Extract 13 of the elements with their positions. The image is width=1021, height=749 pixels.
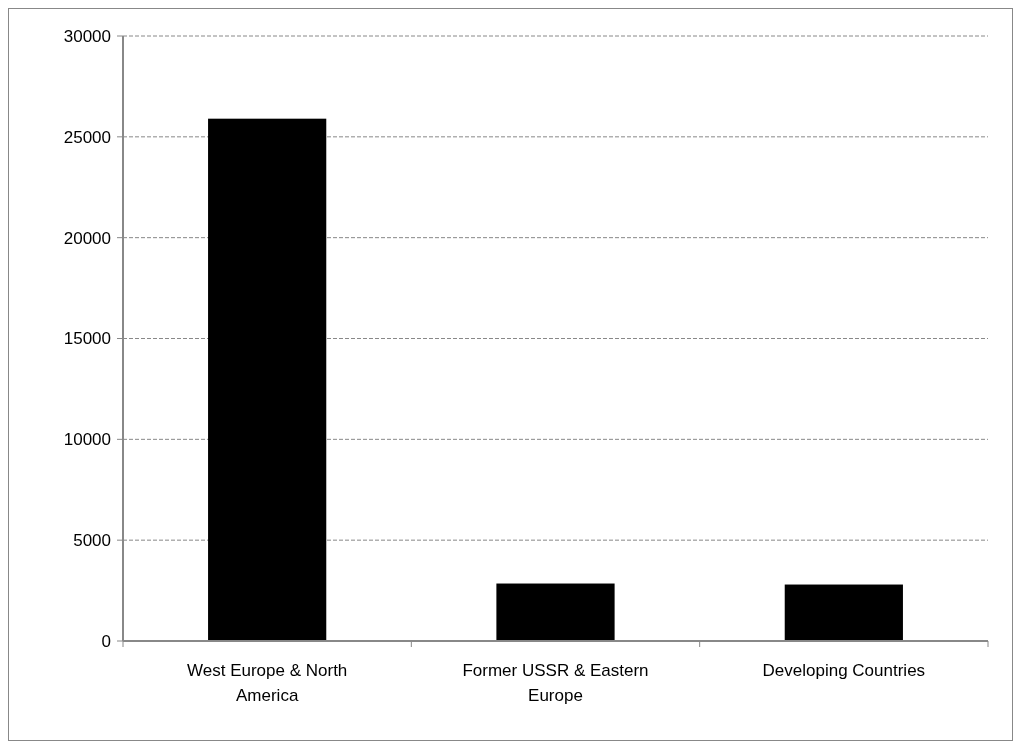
y-tick-label: 0 [101, 631, 111, 651]
y-tick-label: 5000 [73, 531, 111, 551]
x-tick-label: West Europe & North America [187, 661, 348, 705]
bar [784, 584, 903, 641]
y-tick-label: 10000 [63, 430, 111, 450]
y-tick-label: 20000 [63, 228, 111, 248]
y-tick-label: 30000 [63, 26, 111, 46]
y-tick-label: 15000 [63, 329, 111, 349]
x-tick-label: Developing Countries [762, 661, 926, 680]
bar [208, 118, 327, 641]
y-tick-label: 25000 [63, 127, 111, 147]
bar [496, 583, 615, 641]
x-tick-label: Former USSR & Eastern Europe [462, 661, 649, 705]
